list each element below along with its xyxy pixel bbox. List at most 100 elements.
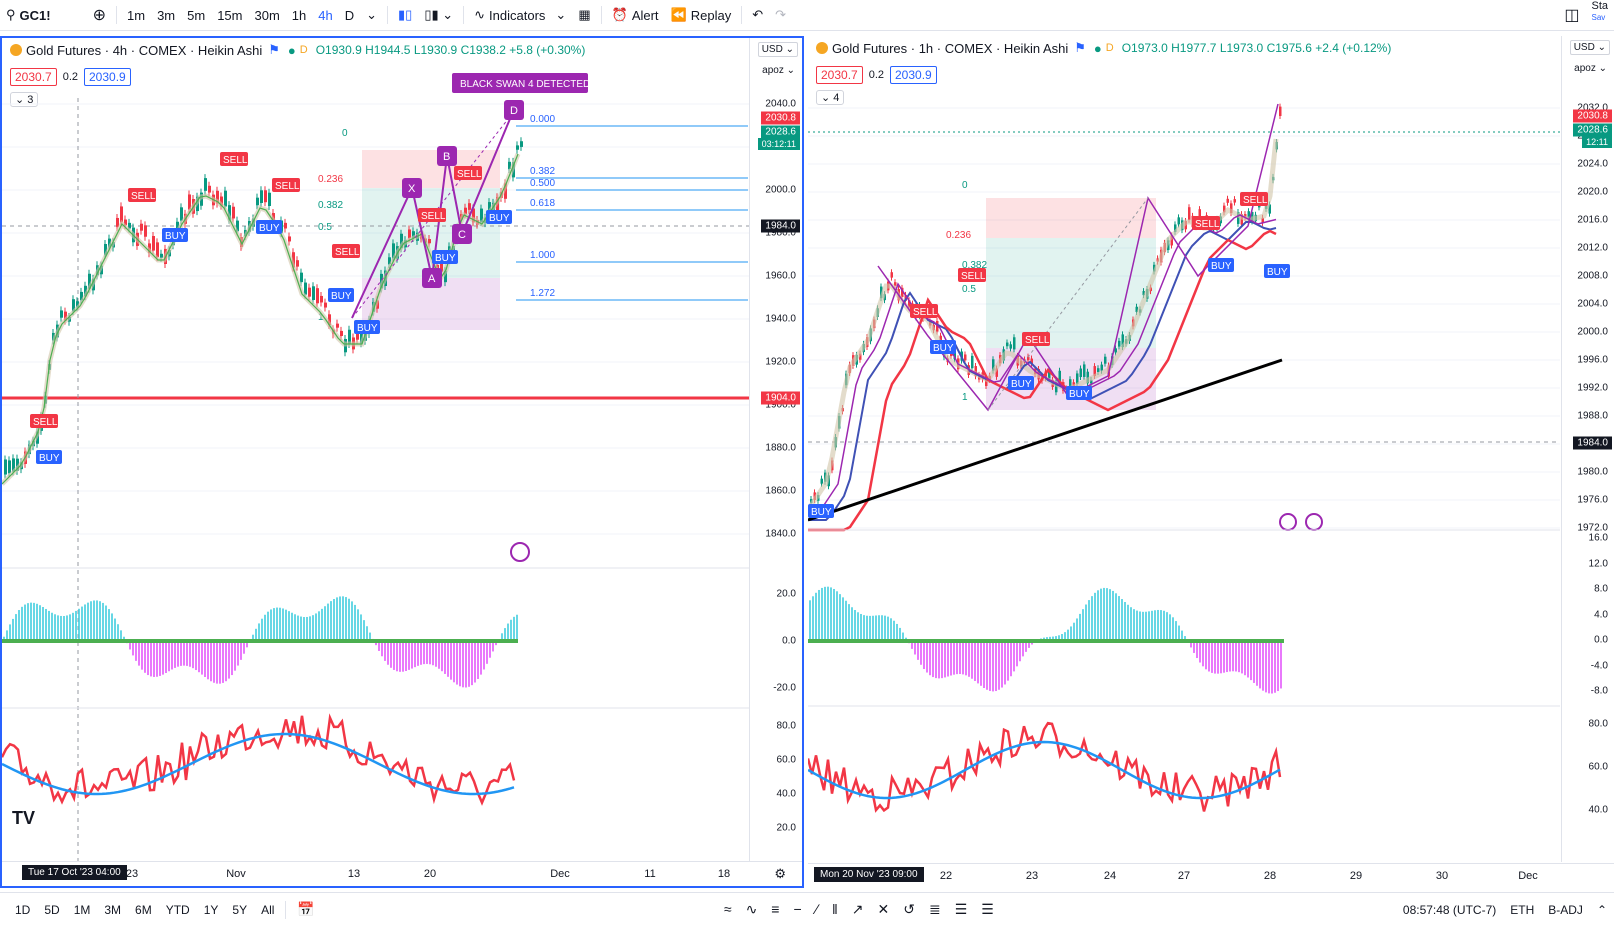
zigzag-tool-icon[interactable]: ∿ [745, 901, 758, 917]
candle-body [1279, 106, 1282, 116]
candle-body [1104, 356, 1107, 364]
chevron-up-icon[interactable]: ⌃ [1596, 902, 1607, 917]
price-axis-label: 1900.0 [765, 399, 796, 411]
sell-price-button[interactable]: 2030.7 [816, 66, 863, 84]
price-axis-left[interactable]: USD ⌄ apoz ⌄ 2040.02020.02000.01980.0196… [749, 38, 802, 864]
box-level-label: 0.236 [318, 174, 343, 185]
currency-select[interactable]: USD ⌄ [1569, 40, 1610, 55]
pattern-tool-icon[interactable]: ≈ [723, 901, 732, 917]
sell-signal: SELL [1195, 219, 1220, 230]
range-5d-button[interactable]: 5D [44, 902, 60, 917]
range-all-button[interactable]: All [261, 902, 275, 917]
fib-tool-icon[interactable]: ≡ [771, 901, 780, 917]
rewind-icon: ⏪ [670, 7, 687, 22]
fib-level-label: 0.382 [530, 166, 555, 177]
range-ytd-button[interactable]: YTD [165, 902, 190, 917]
time-axis-left[interactable]: 23 Nov 13 20 Dec 11 18 Tue 17 Oct '23 04:00 ⚙ [2, 861, 802, 886]
sell-signal: SELL [33, 417, 58, 428]
replay-button[interactable]: ⏪ Replay [670, 7, 732, 23]
currency-select[interactable]: USD ⌄ [757, 42, 798, 57]
channel-tool-icon[interactable]: ≣ [929, 901, 941, 917]
compare-button[interactable]: ⊕ [92, 7, 106, 24]
candle-body [8, 460, 11, 474]
layouts-icon[interactable]: ▦ [578, 7, 591, 22]
chart-type-icon[interactable]: ▯▮ ⌄ [424, 7, 454, 22]
indicator-collapse-button[interactable]: ⌄ 4 [816, 90, 845, 105]
interval-1m[interactable]: 1m [127, 7, 146, 23]
chart-pane-left[interactable]: Gold Futures · 4h · COMEX · Heikin Ashi … [0, 36, 804, 888]
clock-display[interactable]: 08:57:48 (UTC-7) [1402, 902, 1497, 917]
buy-signal: BUY [435, 253, 456, 264]
candle-body [1233, 199, 1236, 203]
buy-price-button[interactable]: 2030.9 [84, 68, 131, 86]
interval-15m[interactable]: 15m [217, 7, 243, 23]
candle-body [504, 183, 507, 199]
sliders-tool-icon[interactable]: ☰ [954, 901, 968, 917]
chart-pane-right[interactable]: Gold Futures · 1h · COMEX · Heikin Ashi … [808, 36, 1614, 888]
range-1d-button[interactable]: 1D [15, 902, 31, 917]
indicators-button[interactable]: ∿ Indicators ⌄ [474, 7, 567, 23]
scale-select[interactable]: apoz ⌄ [1574, 63, 1607, 74]
candle-body [312, 286, 315, 300]
rsi-axis-label: 40.0 [776, 788, 796, 800]
candle-body [324, 302, 327, 308]
buy-price-button[interactable]: 2030.9 [890, 66, 937, 84]
candle-body [472, 208, 475, 223]
undo-icon[interactable]: ↶ [752, 7, 764, 22]
candle-body [156, 242, 159, 258]
interval-3m[interactable]: 3m [157, 7, 176, 23]
candle-body [440, 260, 443, 272]
settings-gear-icon[interactable]: ⚙ [774, 866, 786, 881]
range-6m-button[interactable]: 6M [135, 902, 152, 917]
price-axis-right[interactable]: USD ⌄ apoz ⌄ 2032.02028.02024.02020.0201… [1561, 36, 1614, 862]
adjustment-button[interactable]: B-ADJ [1548, 902, 1583, 917]
change-value: +5.8 (+0.30%) [509, 43, 586, 57]
buy-signal-box [1066, 386, 1092, 400]
menu-tool-icon[interactable]: ☰ [981, 901, 994, 917]
layout-split-icon[interactable]: ◫ [1564, 7, 1580, 24]
candle-body [316, 288, 319, 304]
sell-price-button[interactable]: 2030.7 [10, 68, 57, 86]
range-5y-button[interactable]: 5Y [232, 902, 248, 917]
scale-select[interactable]: apoz ⌄ [762, 65, 795, 76]
buy-signal: BUY [1069, 389, 1090, 400]
interval-d[interactable]: D [344, 7, 355, 23]
range-1m-button[interactable]: 1M [73, 902, 91, 917]
rsi-axis-label: 60.0 [1588, 761, 1608, 773]
range-3m-button[interactable]: 3M [104, 902, 122, 917]
interval-30m[interactable]: 30m [254, 7, 280, 23]
candle-body [1135, 306, 1138, 312]
bar-timer-tag: 12:11 [1582, 136, 1612, 148]
time-axis-right[interactable]: 22 23 24 27 28 29 30 Dec Mon 20 Nov '23 09:00 [808, 863, 1614, 888]
crosshair-price-tag: 1984.0 [1573, 436, 1612, 450]
indicator-collapse-button[interactable]: ⌄ 3 [10, 92, 39, 107]
xabcd-tool-icon[interactable]: ✕ [877, 901, 890, 917]
session-button[interactable]: ETH [1510, 902, 1535, 917]
interval-4h[interactable]: 4h [318, 7, 333, 23]
ray-tool-icon[interactable]: ↗ [851, 901, 864, 917]
candle-body [890, 272, 893, 278]
top-toolbar: ⚲ GC1! ⊕ 1m 3m 5m 15m 30m 1h 4h D ⌄ ▮▯ ▯… [0, 0, 1614, 31]
calendar-icon[interactable]: 📅 [297, 901, 315, 917]
save-area[interactable]: Sta Sav [1591, 0, 1608, 23]
line-tool-icon[interactable]: − [793, 901, 802, 917]
time-axis-label: 23 [125, 868, 139, 880]
bars-tool-icon[interactable]: ‖ [832, 901, 838, 917]
sell-signal-box [958, 268, 986, 282]
trend-tool-icon[interactable]: ∕ [815, 901, 818, 917]
range-1y-button[interactable]: 1Y [203, 902, 219, 917]
interval-5m[interactable]: 5m [187, 7, 206, 23]
candle-body [428, 239, 431, 244]
high-value: H1977.7 [1171, 41, 1217, 55]
status-dot-icon: ● [1093, 40, 1102, 56]
chevron-down-icon[interactable]: ⌄ [366, 7, 378, 22]
rsi-slow-line [2, 732, 515, 796]
candle-body [1030, 358, 1033, 364]
symbol-search[interactable]: ⚲ GC1! [6, 7, 51, 23]
redo-icon[interactable]: ↷ [775, 7, 787, 22]
interval-1h[interactable]: 1h [291, 7, 307, 23]
cycle-tool-icon[interactable]: ↺ [903, 901, 915, 917]
candles-icon[interactable]: ▮▯ [398, 7, 413, 22]
alert-button[interactable]: ⏰ Alert [611, 7, 659, 23]
sell-signal: SELL [275, 181, 300, 192]
